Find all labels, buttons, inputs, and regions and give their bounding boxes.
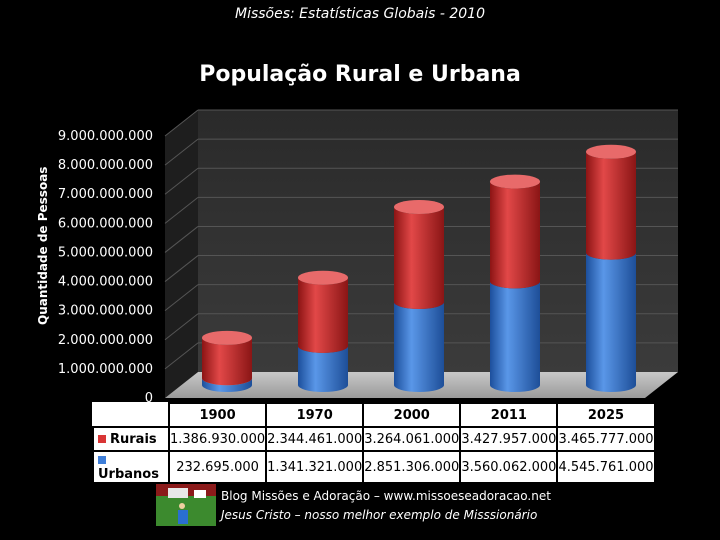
gridline-side <box>164 313 199 341</box>
bar-rurais-1900 <box>202 337 252 386</box>
data-label-urbanos-2000: 2.851.306.000 <box>362 450 462 484</box>
gridline-side <box>164 109 199 137</box>
gridline-side <box>164 138 199 166</box>
bar-top-1970 <box>298 270 348 285</box>
bar-top-2025 <box>586 144 636 159</box>
footer-blog-line: Blog Missões e Adoração – www.missoesead… <box>221 489 551 503</box>
y-tick-label: 3.000.000.000 <box>58 304 153 319</box>
gridline-side <box>164 342 199 370</box>
category-label-1900: 1900 <box>167 402 268 428</box>
page-subtitle: Missões: Estatísticas Globais - 2010 <box>234 6 485 22</box>
y-tick-label: 6.000.000.000 <box>58 216 153 231</box>
bar-urbanos-2025 <box>586 252 636 392</box>
footer-motto-line: Jesus Cristo – nosso melhor exemplo de M… <box>221 508 538 522</box>
bar-top-2011 <box>490 174 540 189</box>
data-label-urbanos-1900: 232.695.000 <box>167 450 268 484</box>
category-label-2025: 2025 <box>556 402 656 428</box>
chart-title: População Rural e Urbana <box>199 62 521 87</box>
data-label-urbanos-1970: 1.341.321.000 <box>265 450 365 484</box>
table-row-urbanos: Urbanos 232.695.000 1.341.321.000 2.851.… <box>92 450 656 484</box>
legend-urbanos: Urbanos <box>92 450 170 484</box>
bar-group-1900 <box>202 330 252 392</box>
bar-rurais-2011 <box>490 181 540 289</box>
blog-logo-icon <box>156 484 216 526</box>
chart-side-wall <box>165 110 198 398</box>
gridline-side <box>164 255 199 282</box>
data-label-urbanos-2025: 4.545.761.000 <box>556 450 656 484</box>
bar-rurais-2000 <box>394 206 444 309</box>
data-label-rurais-2025: 3.465.777.000 <box>556 426 656 452</box>
data-label-rurais-2000: 3.264.061.000 <box>362 426 462 452</box>
data-label-urbanos-2011: 3.560.062.000 <box>459 450 559 484</box>
y-tick-label: 5.000.000.000 <box>58 245 153 260</box>
legend-swatch-blue <box>98 455 106 464</box>
bar-top-2000 <box>394 199 444 214</box>
bar-rurais-2025 <box>586 151 636 260</box>
category-label-2000: 2000 <box>362 402 462 428</box>
y-tick-label: 2.000.000.000 <box>58 333 153 348</box>
y-tick-label: 9.000.000.000 <box>58 129 153 144</box>
y-tick-label: 7.000.000.000 <box>58 187 153 202</box>
category-label-1970: 1970 <box>265 402 365 428</box>
gridline-side <box>164 167 199 195</box>
bar-top-1900 <box>202 330 252 345</box>
y-tick-label: 0 <box>145 391 153 406</box>
table-header-row: 1900 1970 2000 2011 2025 <box>93 402 656 428</box>
bar-group-2025 <box>586 144 636 392</box>
y-tick-label: 8.000.000.000 <box>58 158 153 173</box>
bar-urbanos-2011 <box>490 281 540 392</box>
data-label-rurais-1900: 1.386.930.000 <box>167 426 268 452</box>
data-table: 1900 1970 2000 2011 2025 Rurais 1.386.93… <box>92 402 656 484</box>
data-label-rurais-1970: 2.344.461.000 <box>265 426 365 452</box>
category-label-2011: 2011 <box>459 402 559 428</box>
bar-rurais-1970 <box>298 277 348 353</box>
data-label-rurais-2011: 3.427.957.000 <box>459 426 559 452</box>
bar-group-2011 <box>490 174 540 392</box>
bar-urbanos-1900 <box>202 378 252 392</box>
gridline-side <box>164 226 199 253</box>
gridline-side <box>164 196 199 224</box>
y-tick-label: 1.000.000.000 <box>58 362 153 377</box>
legend-label-rurais: Rurais <box>110 431 157 447</box>
legend-swatch-red <box>98 435 106 443</box>
legend-label-urbanos: Urbanos <box>98 467 159 482</box>
bar-urbanos-1970 <box>298 345 348 392</box>
bar-urbanos-2000 <box>394 301 444 392</box>
bar-group-1970 <box>298 270 348 392</box>
bar-group-2000 <box>394 199 444 392</box>
legend-rurais: Rurais <box>92 426 170 452</box>
y-tick-label: 4.000.000.000 <box>58 275 153 290</box>
table-row-rurais: Rurais 1.386.930.000 2.344.461.000 3.264… <box>92 426 656 452</box>
gridline-side <box>164 284 199 312</box>
